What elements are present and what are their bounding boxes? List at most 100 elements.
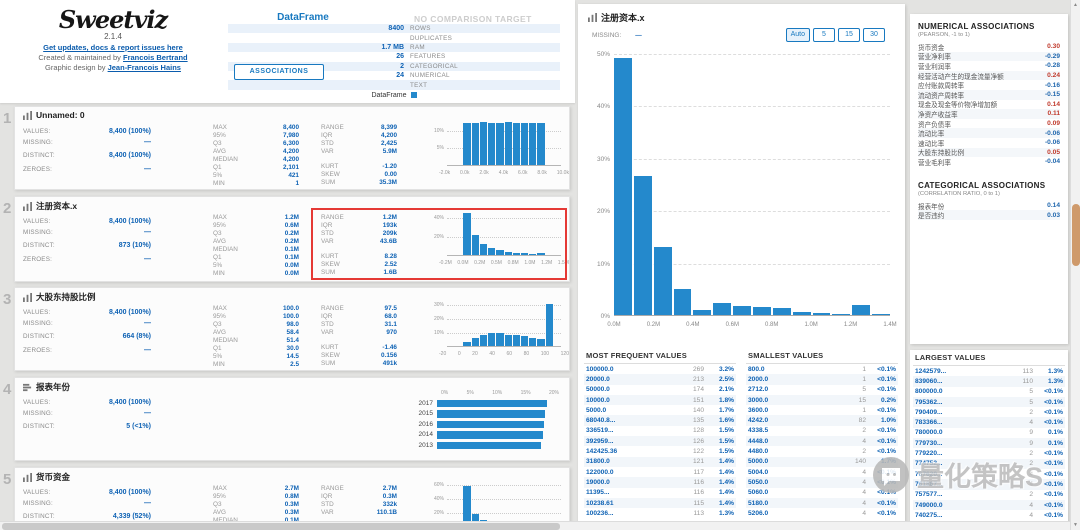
cell-value: 5206.0 xyxy=(748,509,769,517)
stat-value: 0.1M xyxy=(284,254,299,262)
x-tick-label: -2.0k xyxy=(439,170,451,176)
table-row: 839060... 110 1.3% xyxy=(913,376,1065,387)
cell-percent: 1.4% xyxy=(718,468,734,476)
cell-value: 19000.0 xyxy=(586,478,610,486)
cell-value: 800000.0 xyxy=(915,388,943,396)
summary-stat-label: CATEGORICAL xyxy=(410,62,458,70)
gridline xyxy=(447,333,561,335)
dataframe-column-header: DataFrame xyxy=(277,12,329,23)
feature-index-number: 3 xyxy=(3,291,12,308)
cell-percent: 3.2% xyxy=(718,365,734,373)
stat-value: 43.6B xyxy=(379,237,397,245)
vertical-scrollbar[interactable]: ▲ ▼ xyxy=(1070,0,1080,530)
table-row: 3600.0 1 <0.1% xyxy=(746,405,898,415)
numeric-feature-icon xyxy=(23,292,32,302)
author-link[interactable]: Francois Bertrand xyxy=(123,53,188,62)
stat-label: SUM xyxy=(321,178,336,186)
bar xyxy=(537,339,545,346)
bar xyxy=(437,420,545,428)
feature-card-3[interactable]: 大股东持股比例 VALUES: 8,400 (100%) MISSING: — DISTI… xyxy=(14,287,570,371)
stat-row: SUM 491k xyxy=(321,359,397,367)
bin-button-15[interactable]: 15 xyxy=(838,28,860,42)
x-tick-label: 40 xyxy=(489,351,495,357)
cell-count: 5 xyxy=(1029,398,1033,406)
summary-stats-rows: 8400 ROWS DUPLICATES 1.7 MB RAM 26 FEATURES 2 CA… xyxy=(228,24,560,90)
stat-value: 1 xyxy=(295,180,299,188)
bar xyxy=(852,304,871,315)
cell-value: 761867... xyxy=(915,480,943,488)
table-title: SMALLEST VALUES xyxy=(746,348,898,364)
feature-card-4[interactable]: 报表年份 VALUES: 8,400 (100%) MISSING: — DISTINCT… xyxy=(14,377,570,461)
cell-percent: <0.1% xyxy=(877,365,896,373)
cell-percent: <0.1% xyxy=(1044,480,1063,488)
stat-label: MEDIAN xyxy=(213,517,238,524)
designer-link[interactable]: Jean-Francois Hains xyxy=(107,63,181,72)
scroll-down-arrow[interactable]: ▼ xyxy=(1073,522,1078,528)
x-tick-label: 120 xyxy=(560,351,569,357)
stat-row: 95% 100.0 xyxy=(213,312,299,320)
cell-percent: <0.1% xyxy=(877,386,896,394)
category-row: 2016 xyxy=(411,419,567,430)
detail-missing-row: MISSING: — xyxy=(592,32,642,39)
cell-value: 10238.61 xyxy=(586,499,614,507)
category-bar-chart: 0% 5% 10% 15% 20% 2017 2015 2016 2014 2013 xyxy=(411,390,567,451)
stat-value: -1.46 xyxy=(382,343,397,351)
stat-value: 5 (<1%) xyxy=(126,423,151,431)
cell-value: 5000.0 xyxy=(748,458,769,466)
detail-feature-name: 注册资本.x xyxy=(601,13,645,23)
cell-count: 4 xyxy=(862,509,866,517)
cell-percent: <0.1% xyxy=(1044,460,1063,468)
feature-name: Unnamed: 0 xyxy=(36,110,85,120)
association-label: 流动资产周转率 xyxy=(918,92,965,100)
gridline xyxy=(447,305,561,307)
bar xyxy=(463,122,471,165)
cell-percent: 1.3% xyxy=(1047,377,1063,385)
stat-label: VALUES: xyxy=(23,398,51,406)
stat-value: 4,200 xyxy=(283,155,299,163)
stat-label: ZEROES: xyxy=(23,255,53,263)
missing-value: — xyxy=(635,32,642,39)
legend-label: DataFrame xyxy=(371,92,407,99)
cell-value: 1242579... xyxy=(915,367,947,375)
y-tick-label: 20% xyxy=(433,233,444,240)
cell-value: 767620... xyxy=(915,470,943,478)
stat-row: ZEROES: — xyxy=(23,255,151,264)
cell-percent: <0.1% xyxy=(877,499,896,507)
stat-row: ZEROES: — xyxy=(23,165,151,174)
cell-percent: 0.1% xyxy=(1047,439,1063,447)
cell-value: 5004.0 xyxy=(748,468,769,476)
histogram-mini: 40% 20% -0.2M 0.0M 0.2M 0.5M 0.8M 1.0M 1.2M 1.5M xyxy=(427,208,569,274)
bin-button-30[interactable]: 30 xyxy=(863,28,885,42)
stat-label: MAX xyxy=(213,123,227,131)
horizontal-scrollbar-thumb[interactable] xyxy=(2,523,560,530)
feature-card-1[interactable]: Unnamed: 0 VALUES: 8,400 (100%) MISSING: — DI… xyxy=(14,106,570,190)
cell-value: 5180.0 xyxy=(748,499,769,507)
feature-card-2[interactable]: 注册资本.x VALUES: 8,400 (100%) MISSING: — DISTIN… xyxy=(14,196,570,282)
feature-index-number: 2 xyxy=(3,200,12,217)
bar xyxy=(463,341,471,346)
scroll-up-arrow[interactable]: ▲ xyxy=(1073,2,1078,8)
association-label: 现金及现金等价物净增加额 xyxy=(918,102,998,110)
y-tick-label: 40% xyxy=(596,103,610,111)
cell-value: 31800.0 xyxy=(586,458,610,466)
stat-label: ZEROES: xyxy=(23,165,53,173)
bar-track xyxy=(437,431,555,439)
stat-row: MISSING: — xyxy=(23,138,151,147)
cell-value: 839060... xyxy=(915,377,943,385)
associations-button[interactable]: ASSOCIATIONS xyxy=(234,64,324,80)
table-row: 5060.0 4 <0.1% xyxy=(746,488,898,498)
stat-row: Q3 0.2M xyxy=(213,229,299,237)
bin-button-auto[interactable]: Auto xyxy=(785,28,810,42)
stat-label: VALUES: xyxy=(23,127,51,135)
horizontal-scrollbar[interactable] xyxy=(0,521,1070,530)
cell-percent: <0.1% xyxy=(877,509,896,517)
vertical-scrollbar-thumb[interactable] xyxy=(1072,204,1080,266)
table-row: 100000.0 269 3.2% xyxy=(584,364,736,374)
cell-percent: <0.1% xyxy=(877,375,896,383)
stat-label: MEDIAN xyxy=(213,336,238,344)
bars xyxy=(614,53,891,315)
bin-button-5[interactable]: 5 xyxy=(813,28,835,42)
table-row: 761867... 4 <0.1% xyxy=(913,479,1065,490)
stat-value: 0.8M xyxy=(284,492,299,500)
updates-link[interactable]: Get updates, docs & report issues here xyxy=(43,43,183,52)
